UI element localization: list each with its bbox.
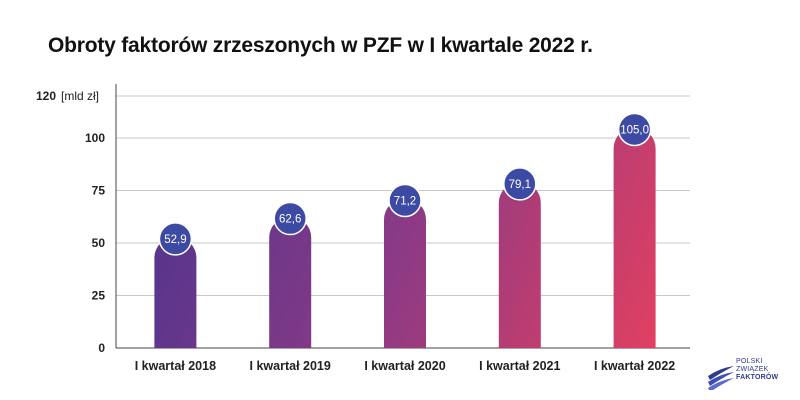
x-category-label: I kwartał 2018 <box>135 359 216 373</box>
bar-4 <box>498 181 541 348</box>
x-category-label: I kwartał 2020 <box>364 359 445 373</box>
x-category-label: I kwartał 2019 <box>250 359 331 373</box>
y-axis-ticks: 0 25 50 75 100 120 <box>36 89 105 355</box>
value-label: 52,9 <box>164 234 186 246</box>
logo-text-line3: FAKTORÓW <box>736 374 779 381</box>
bar-5 <box>613 127 656 349</box>
y-tick-label: 50 <box>92 236 106 250</box>
x-category-label: I kwartał 2021 <box>479 359 560 373</box>
y-axis-unit-label: [mld zł] <box>61 89 99 103</box>
chart-title: Obroty faktorów zrzeszonych w PZF w I kw… <box>48 34 593 57</box>
y-tick-label: 25 <box>92 289 106 303</box>
value-badge <box>617 112 652 147</box>
value-label: 71,2 <box>394 195 416 207</box>
y-tick-label: 0 <box>98 341 105 355</box>
value-label: 79,1 <box>509 179 531 191</box>
y-tick-label: 75 <box>92 184 106 198</box>
bar-1 <box>154 236 197 348</box>
swoosh-logo-icon <box>708 366 734 390</box>
value-badge <box>158 222 193 256</box>
logo-text-line1: POLSKI <box>736 358 763 365</box>
bar-3 <box>384 198 426 348</box>
logo-text-line2: ZWIĄZEK <box>736 366 769 373</box>
value-badge <box>388 183 422 218</box>
value-badge <box>273 201 307 236</box>
y-tick-label: 100 <box>85 131 105 145</box>
company-logo: POLSKI ZWIĄZEK FAKTORÓW <box>706 352 796 392</box>
value-badge <box>503 167 537 201</box>
x-axis-labels: I kwartał 2018 I kwartał 2019 I kwartał 20… <box>135 359 676 373</box>
value-label: 62,6 <box>279 214 301 226</box>
bars: 52,9 62,6 71,2 79,1 105,0 <box>154 112 656 349</box>
y-tick-label: 120 <box>36 89 56 103</box>
bar-2 <box>269 216 312 348</box>
value-label: 105,0 <box>620 125 649 137</box>
x-category-label: I kwartał 2022 <box>594 359 675 373</box>
